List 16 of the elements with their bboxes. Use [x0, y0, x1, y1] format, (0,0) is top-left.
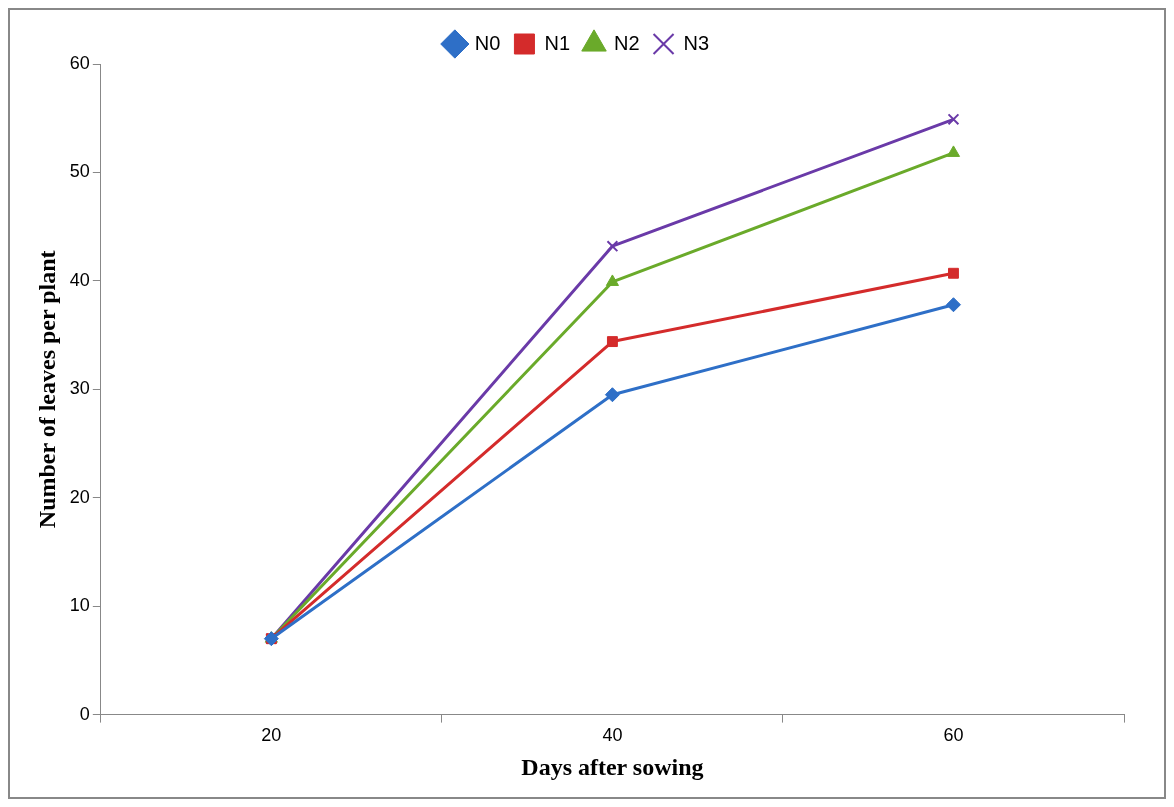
- x-tick-label: 40: [602, 725, 623, 746]
- y-tick-label: 20: [69, 486, 90, 507]
- x-tick-label: 60: [943, 725, 964, 746]
- x-axis-title: Days after sowing: [521, 753, 704, 780]
- y-tick-label: 0: [79, 703, 90, 724]
- legend-label: N3: [683, 31, 710, 54]
- y-tick-label: 10: [69, 595, 90, 616]
- legend-label: N1: [544, 31, 571, 54]
- y-tick-label: 30: [69, 378, 90, 399]
- y-tick-label: 40: [69, 269, 90, 290]
- legend-label: N0: [474, 31, 501, 54]
- y-tick-label: 60: [69, 52, 90, 73]
- y-tick-label: 50: [69, 161, 90, 182]
- legend-label: N2: [614, 31, 640, 54]
- y-axis-title: Number of leaves per plant: [33, 250, 60, 529]
- x-tick-label: 20: [261, 725, 282, 746]
